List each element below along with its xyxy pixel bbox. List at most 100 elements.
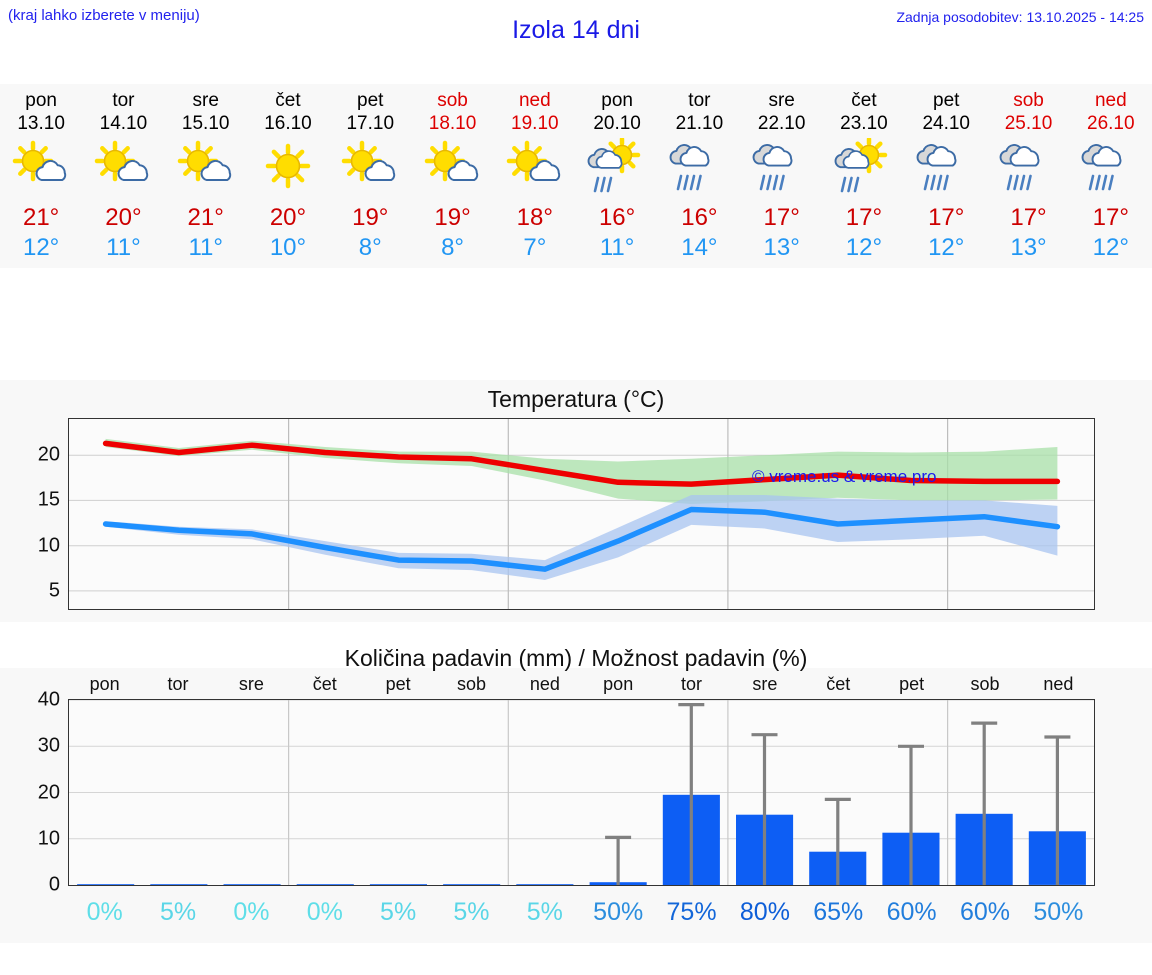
precipitation-probability-label: 50% xyxy=(1033,898,1084,926)
forecast-day-tmax: 19° xyxy=(434,204,471,231)
forecast-day-dow: tor xyxy=(112,90,135,111)
temperature-y-axis: 20 15 10 5 xyxy=(0,418,64,612)
precipitation-day-label: tor xyxy=(167,674,189,694)
precipitation-probability-label: 5% xyxy=(380,898,417,926)
forecast-day-7[interactable]: ned 19.10 18° 7° xyxy=(494,84,576,268)
temperature-y-tick: 20 xyxy=(37,443,60,466)
forecast-day-6[interactable]: sob 18.10 19° 8° xyxy=(411,84,493,268)
forecast-day-1[interactable]: pon 13.10 21° 12° xyxy=(0,84,82,268)
forecast-day-date: 21.10 xyxy=(675,113,724,134)
forecast-day-tmax: 18° xyxy=(516,204,553,231)
forecast-day-tmin: 7° xyxy=(523,234,547,261)
forecast-day-dow: sre xyxy=(768,90,795,111)
forecast-day-tmin: 12° xyxy=(22,234,60,261)
forecast-day-tmax: 17° xyxy=(928,204,965,231)
forecast-day-3[interactable]: sre 15.10 21° 11° xyxy=(165,84,247,268)
precipitation-y-tick: 0 xyxy=(48,873,60,896)
precipitation-day-label: čet xyxy=(312,674,337,694)
forecast-day-5[interactable]: pet 17.10 19° 8° xyxy=(329,84,411,268)
forecast-day-tmin: 8° xyxy=(358,234,382,261)
precipitation-day-label: pet xyxy=(899,674,925,694)
precipitation-day-label: ned xyxy=(529,674,560,694)
forecast-day-4[interactable]: čet 16.10 20° 10° xyxy=(247,84,329,268)
forecast-day-tmin: 11° xyxy=(188,234,223,261)
sun-cloud-icon xyxy=(494,137,576,197)
precipitation-day-label: pon xyxy=(603,674,634,694)
precipitation-day-label: pon xyxy=(89,674,120,694)
forecast-day-tmin: 8° xyxy=(441,234,465,261)
forecast-day-dow: ned xyxy=(1094,90,1127,111)
forecast-day-12[interactable]: pet 24.10 17° 12° xyxy=(905,84,987,268)
forecast-day-dow: čet xyxy=(275,90,301,111)
forecast-day-dow: pet xyxy=(357,90,384,111)
forecast-day-tmax: 16° xyxy=(598,204,636,231)
precipitation-y-tick: 10 xyxy=(37,827,60,850)
forecast-day-dow: sob xyxy=(437,90,468,111)
forecast-day-dow: tor xyxy=(688,90,711,111)
forecast-day-dow: pon xyxy=(601,90,633,111)
forecast-day-tmax: 20° xyxy=(269,204,307,231)
temperature-y-tick: 10 xyxy=(37,534,60,557)
forecast-day-tmin: 12° xyxy=(1092,234,1129,261)
forecast-day-10[interactable]: sre 22.10 17° 13° xyxy=(741,84,823,268)
forecast-day-tmax: 17° xyxy=(1010,204,1047,231)
forecast-day-dow: ned xyxy=(518,90,551,111)
forecast-day-date: 19.10 xyxy=(511,113,559,134)
sun-cloud-icon xyxy=(0,137,82,197)
forecast-day-tmax: 17° xyxy=(845,204,883,231)
cloud-rain-icon xyxy=(1070,137,1152,197)
precipitation-probability-label: 75% xyxy=(666,898,717,926)
precipitation-probability-label: 80% xyxy=(739,898,790,926)
precipitation-plot-svg xyxy=(69,700,1094,885)
sun-cloud-rain-icon xyxy=(823,137,905,197)
forecast-day-13[interactable]: sob 25.10 17° 13° xyxy=(987,84,1069,268)
temperature-y-tick: 15 xyxy=(37,488,60,511)
precipitation-y-tick: 40 xyxy=(37,688,60,711)
cloud-rain-icon xyxy=(658,137,740,197)
page-title: Izola 14 dni xyxy=(512,16,640,44)
cloud-rain-icon xyxy=(905,137,987,197)
forecast-day-tmax: 17° xyxy=(763,204,800,231)
sun-icon xyxy=(247,137,329,197)
forecast-day-dow: pon xyxy=(25,90,57,111)
precipitation-probability-label: 5% xyxy=(159,898,197,926)
forecast-day-11[interactable]: čet 23.10 17° 12° xyxy=(823,84,905,268)
precipitation-y-tick: 30 xyxy=(37,734,60,757)
forecast-day-14[interactable]: ned 26.10 17° 12° xyxy=(1070,84,1152,268)
forecast-day-tmax: 19° xyxy=(352,204,389,231)
forecast-day-tmax: 16° xyxy=(681,204,718,231)
forecast-day-tmax: 17° xyxy=(1092,204,1129,231)
forecast-day-date: 13.10 xyxy=(17,113,65,134)
forecast-day-date: 16.10 xyxy=(264,113,312,134)
precipitation-probability-label: 0% xyxy=(306,898,343,926)
copyright-label: © vreme.us & vreme.pro xyxy=(752,467,937,486)
forecast-day-date: 22.10 xyxy=(757,113,806,134)
precipitation-y-tick: 20 xyxy=(37,781,60,803)
precipitation-day-label: pet xyxy=(385,674,411,694)
forecast-day-date: 26.10 xyxy=(1087,113,1135,134)
forecast-day-tmax: 21° xyxy=(22,204,60,231)
precipitation-day-label: sob xyxy=(970,674,1000,694)
forecast-day-date: 14.10 xyxy=(99,113,148,134)
precipitation-day-label: čet xyxy=(826,674,851,694)
top-bar: (kraj lahko izberete v meniju) Izola 14 … xyxy=(0,0,1152,60)
forecast-day-tmin: 14° xyxy=(681,234,718,261)
sun-cloud-icon xyxy=(411,137,493,197)
forecast-day-dow: čet xyxy=(851,90,877,111)
forecast-day-9[interactable]: tor 21.10 16° 14° xyxy=(658,84,740,268)
precipitation-y-axis: 40 30 20 10 0 xyxy=(0,689,64,896)
forecast-day-tmin: 11° xyxy=(106,234,141,261)
sun-cloud-rain-icon xyxy=(576,137,658,197)
forecast-day-date: 20.10 xyxy=(593,113,641,134)
precipitation-day-label: sre xyxy=(238,674,264,694)
forecast-day-8[interactable]: pon 20.10 16° 11° xyxy=(576,84,658,268)
cloud-rain-icon xyxy=(987,137,1069,197)
forecast-day-2[interactable]: tor 14.10 20° 11° xyxy=(82,84,164,268)
temperature-plot-svg xyxy=(69,419,1094,609)
forecast-day-dow: sob xyxy=(1013,90,1044,111)
forecast-day-tmin: 10° xyxy=(269,234,307,261)
precipitation-day-label: sre xyxy=(752,674,778,694)
forecast-day-dow: pet xyxy=(933,90,960,111)
precipitation-day-label: tor xyxy=(681,674,703,694)
